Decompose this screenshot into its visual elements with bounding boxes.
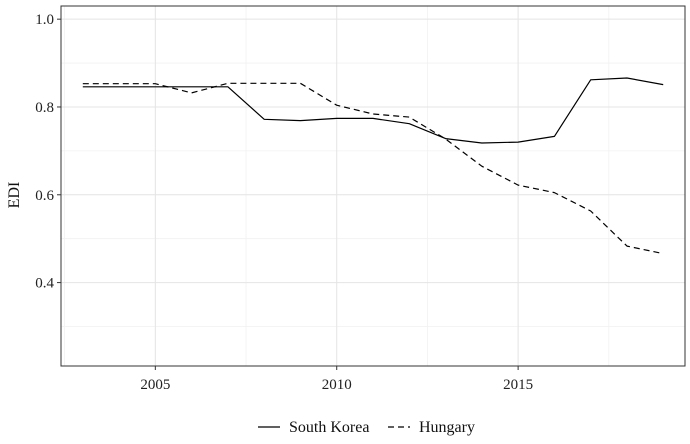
legend-label-hungary: Hungary xyxy=(419,419,475,436)
x-tick-label: 2005 xyxy=(140,377,170,393)
legend-label-south-korea: South Korea xyxy=(289,419,369,436)
y-axis-tick-labels: 0.4 0.6 0.8 1.0 xyxy=(35,12,54,291)
series-line-hungary xyxy=(82,82,664,255)
x-axis-tick-labels: 2005 2010 2015 xyxy=(140,377,533,393)
plot-panel-border xyxy=(60,5,686,367)
y-tick-label: 0.4 xyxy=(35,276,54,292)
y-axis-title: EDI xyxy=(6,182,23,209)
x-tick-label: 2015 xyxy=(503,377,533,393)
y-tick-label: 0.6 xyxy=(35,188,54,204)
minor-gridlines xyxy=(61,6,685,366)
series-lines xyxy=(82,77,664,255)
y-tick-label: 1.0 xyxy=(35,12,54,28)
axis-ticks xyxy=(57,18,519,370)
legend: South Korea Hungary xyxy=(258,419,475,436)
x-tick-label: 2010 xyxy=(322,377,352,393)
y-tick-label: 0.8 xyxy=(35,100,54,116)
series-line-south-korea xyxy=(82,77,664,144)
major-gridlines xyxy=(61,6,685,366)
